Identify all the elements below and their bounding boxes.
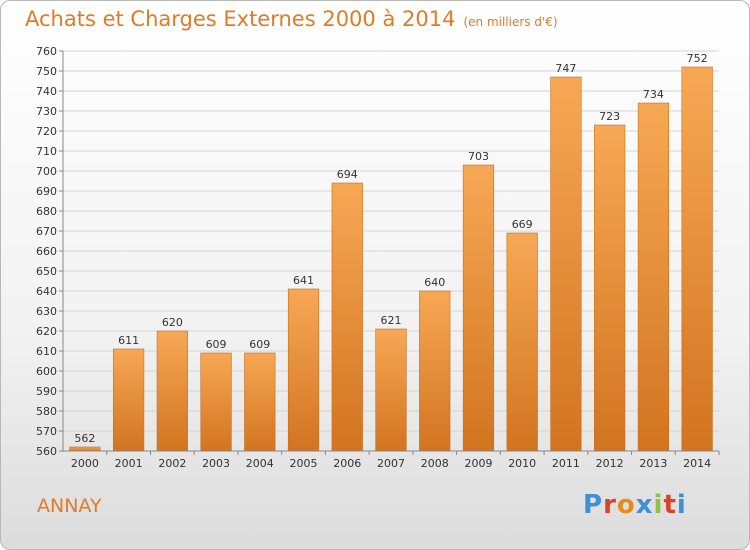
bar (69, 446, 101, 452)
logo-letter: o (616, 490, 636, 520)
proxiti-logo: Proxiti (583, 490, 687, 520)
x-tick-label: 2003 (202, 457, 230, 470)
logo-letter: P (583, 490, 604, 520)
y-tick-label: 670 (36, 225, 57, 238)
bar (331, 182, 363, 452)
y-tick-label: 650 (36, 265, 57, 278)
x-tick-label: 2000 (71, 457, 99, 470)
y-tick-label: 760 (36, 45, 57, 58)
bar (156, 330, 188, 452)
y-tick-label: 580 (36, 405, 57, 418)
bar-value-label: 734 (643, 88, 664, 101)
bar-value-label: 609 (249, 338, 270, 351)
bar-value-label: 562 (74, 432, 95, 445)
x-tick-label: 2011 (552, 457, 580, 470)
bar (681, 66, 713, 452)
logo-letter: i (653, 490, 664, 520)
bar (419, 290, 451, 452)
x-tick-label: 2013 (639, 457, 667, 470)
bar (375, 328, 407, 452)
bar (462, 164, 495, 452)
y-tick-label: 730 (36, 105, 57, 118)
bar-value-label: 669 (512, 218, 533, 231)
y-tick-label: 700 (36, 165, 57, 178)
chart-title-text: Achats et Charges Externes 2000 à 2014 (25, 7, 456, 31)
x-tick-label: 2005 (290, 457, 318, 470)
x-tick-label: 2010 (508, 457, 536, 470)
bar (506, 232, 538, 452)
logo-letter: x (635, 490, 654, 520)
bar (287, 288, 320, 452)
bars: 562 611 620 609 609 641 694 621 640 703 669 747 723 7… (69, 52, 713, 452)
bar (200, 352, 232, 452)
y-tick-label: 610 (36, 345, 57, 358)
bar-value-label: 621 (381, 314, 402, 327)
bar-value-label: 752 (687, 52, 708, 65)
axes: 560 570 580 590 600 610 620 630 640 650 660 670 680 6… (36, 45, 720, 470)
bar-value-label: 641 (293, 274, 314, 287)
x-tick-label: 2008 (421, 457, 449, 470)
logo-letter: i (676, 490, 687, 520)
y-tick-label: 590 (36, 385, 57, 398)
bar-value-label: 694 (337, 168, 358, 181)
chart-title: Achats et Charges Externes 2000 à 2014 (e… (25, 7, 558, 31)
bar-value-label: 611 (118, 334, 139, 347)
y-tick-label: 710 (36, 145, 57, 158)
x-tick-label: 2012 (596, 457, 624, 470)
bar-value-label: 747 (555, 62, 576, 75)
bar-value-label: 640 (424, 276, 445, 289)
x-tick-label: 2006 (333, 457, 361, 470)
bar (550, 76, 582, 452)
bar (112, 348, 145, 452)
y-tick-label: 630 (36, 305, 57, 318)
y-tick-label: 560 (36, 445, 57, 458)
x-tick-label: 2002 (158, 457, 186, 470)
y-tick-label: 660 (36, 245, 57, 258)
x-tick-label: 2001 (115, 457, 143, 470)
y-tick-label: 740 (36, 85, 57, 98)
y-tick-label: 620 (36, 325, 57, 338)
logo-letter: t (663, 490, 677, 520)
y-tick-label: 570 (36, 425, 57, 438)
bar (594, 124, 626, 452)
logo-letter: r (603, 490, 617, 520)
y-tick-label: 720 (36, 125, 57, 138)
x-tick-label: 2009 (464, 457, 492, 470)
x-tick-label: 2014 (683, 457, 711, 470)
x-tick-label: 2007 (377, 457, 405, 470)
x-tick-label: 2004 (246, 457, 274, 470)
bar-value-label: 609 (206, 338, 227, 351)
y-tick-label: 690 (36, 185, 57, 198)
chart-subtitle: (en milliers d'€) (463, 15, 558, 29)
bar (244, 352, 276, 452)
y-tick-label: 600 (36, 365, 57, 378)
bar (637, 102, 670, 452)
bar-value-label: 723 (599, 110, 620, 123)
y-tick-label: 750 (36, 65, 57, 78)
commune-name: ANNAY (37, 495, 102, 517)
bar-value-label: 620 (162, 316, 183, 329)
y-tick-label: 640 (36, 285, 57, 298)
bar-value-label: 703 (468, 150, 489, 163)
y-tick-label: 680 (36, 205, 57, 218)
